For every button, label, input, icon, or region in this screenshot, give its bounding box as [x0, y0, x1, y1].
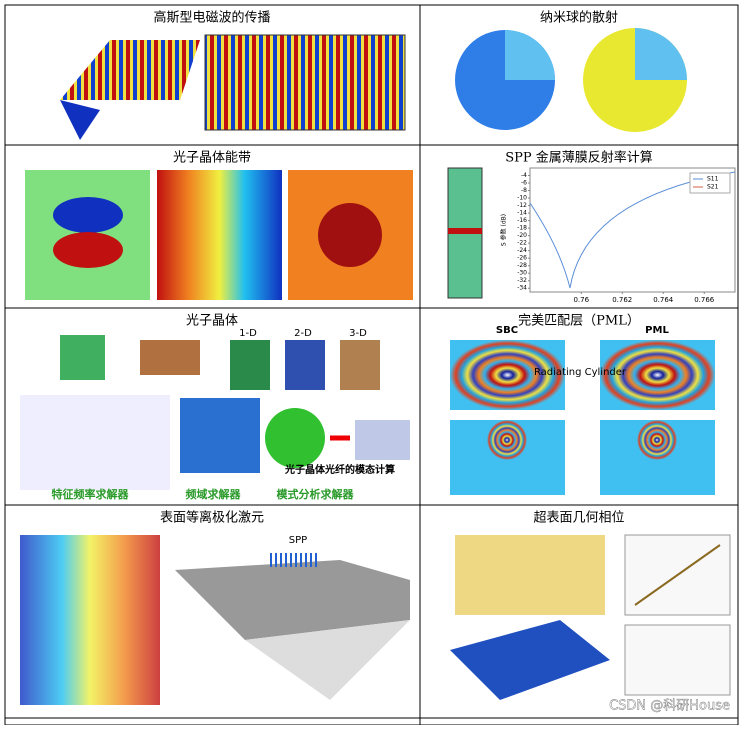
- annotation: Radiating Cylinder: [534, 367, 627, 378]
- fiber: [265, 408, 325, 468]
- phase-line: [634, 544, 721, 606]
- prism-top: [175, 560, 410, 640]
- reflect-plot: [624, 624, 731, 696]
- y-tick-label: -24: [517, 247, 527, 254]
- y-tick-label: -22: [517, 240, 527, 247]
- wave-3d: [60, 40, 200, 100]
- band-plots: [20, 395, 170, 490]
- pml-top: [600, 340, 715, 410]
- band-3-core: [318, 203, 382, 267]
- y-tick-label: -6: [521, 180, 527, 187]
- mode: [355, 420, 410, 460]
- panel-label: PML: [645, 325, 669, 336]
- x-tick-label: 0.764: [653, 296, 674, 304]
- meta-cell: [455, 535, 605, 615]
- cell-title: 光子晶体能带: [173, 151, 251, 166]
- sphere-1-cut: [505, 30, 555, 80]
- solver-label: 频域求解器: [186, 487, 242, 501]
- band-1-lobe: [53, 197, 123, 233]
- x-tick-label: 0.76: [573, 296, 589, 304]
- legend-box: [689, 172, 731, 194]
- x-tick-label: 0.766: [694, 296, 715, 304]
- prism: [245, 620, 410, 700]
- wave-tail: [60, 100, 100, 140]
- spp-strip-layer: [448, 228, 482, 234]
- cell-title: SPP 金属薄膜反射率计算: [505, 150, 653, 166]
- freq-domain: [180, 398, 260, 473]
- dim-label: 2-D: [294, 328, 312, 339]
- band-2: [157, 170, 282, 300]
- band-1-lobe: [53, 232, 123, 268]
- watermark: CSDN @科研House: [609, 699, 730, 714]
- hole-slab: [140, 340, 200, 375]
- cell-title: 超表面几何相位: [533, 510, 624, 526]
- cell-title: 纳米球的散射: [540, 10, 618, 26]
- sphere-2-cut: [635, 28, 687, 80]
- crystal-3d: [340, 340, 380, 390]
- y-tick-label: -12: [517, 202, 527, 209]
- dim-label: 3-D: [349, 328, 367, 339]
- dim-label: 1-D: [239, 328, 257, 339]
- y-tick-label: -14: [517, 210, 527, 217]
- x-tick-label: 0.762: [612, 296, 632, 304]
- cell-title: 表面等离极化激元: [160, 510, 264, 526]
- crystal-2d: [285, 340, 325, 390]
- y-tick-label: -34: [517, 285, 527, 292]
- pml-source: [637, 420, 677, 460]
- figures: [20, 28, 731, 705]
- solver-label: 特征频率求解器: [52, 487, 130, 501]
- cell-title: 高斯型电磁波的传播: [153, 10, 270, 26]
- y-tick-label: -16: [517, 217, 527, 224]
- legend-label: S21: [707, 184, 719, 191]
- spp-3d: [20, 535, 160, 705]
- panel-label: SBC: [496, 325, 518, 336]
- cell-title: 完美匹配层（PML）: [518, 314, 640, 329]
- sbc-top: [450, 340, 565, 410]
- crystal-1d: [230, 340, 270, 390]
- y-tick-label: -30: [517, 270, 527, 277]
- curve: [529, 171, 736, 289]
- cell-title: 光子晶体: [186, 314, 238, 329]
- y-tick-label: -10: [517, 195, 527, 202]
- y-tick-label: -28: [517, 262, 527, 269]
- legend-label: S11: [707, 176, 719, 183]
- y-tick-label: -18: [517, 225, 527, 232]
- y-tick-label: -4: [521, 172, 527, 179]
- y-tick-label: -20: [517, 232, 527, 239]
- wave-map: [204, 34, 406, 131]
- meta-surface: [450, 620, 610, 700]
- solver-label: 模式分析求解器: [277, 487, 355, 501]
- y-tick-label: -32: [517, 277, 527, 284]
- y-tick-label: -8: [521, 187, 527, 194]
- annotation: 光子晶体光纤的模态计算: [284, 463, 395, 476]
- spp-label: SPP: [289, 535, 307, 546]
- rod-array: [60, 335, 105, 380]
- sbc-source: [487, 420, 527, 460]
- y-axis-label: S 参数 (dB): [500, 214, 508, 246]
- spp-chart: -4-6-8-10-12-14-16-18-20-22-24-26-28-30-…: [500, 167, 736, 304]
- y-tick-label: -26: [517, 255, 527, 262]
